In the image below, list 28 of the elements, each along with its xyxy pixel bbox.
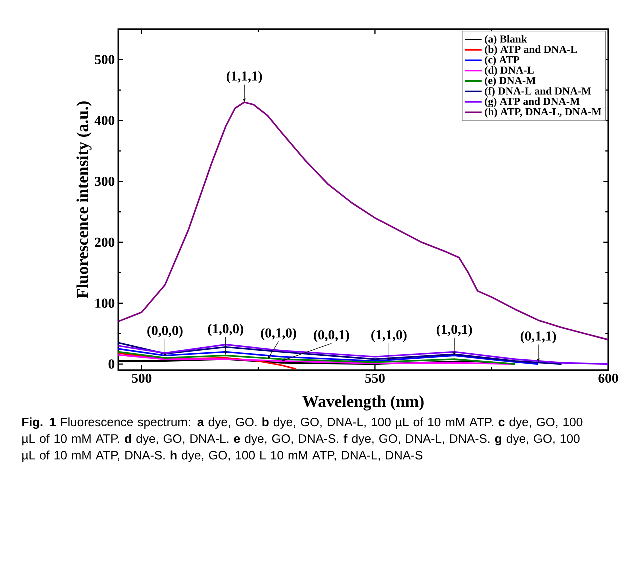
y-axis-title: Fluorescence intensity (a.u.) xyxy=(76,102,92,299)
y-tick-label: 0 xyxy=(108,360,115,369)
legend-label: (d) DNA-L xyxy=(485,66,534,76)
annotation: (1,0,0) xyxy=(208,324,244,336)
x-tick-label: 550 xyxy=(366,374,385,384)
x-tick-label: 600 xyxy=(598,374,618,384)
legend-label: (h) ATP, DNA-L, DNA-M xyxy=(485,108,602,118)
y-tick-label: 100 xyxy=(96,298,115,308)
x-tick-label: 500 xyxy=(132,374,152,384)
annotation: (0,1,1) xyxy=(520,331,556,344)
x-axis-title: Wavelength (nm) xyxy=(302,396,424,411)
text: Fig. 1 Fluorescence spectrum: a dye, GO. b dye, GO, DNA-L, 100 µL of 10 mM ATP. c dye, GO, 100 µL of 10 mM ATP. d dye, GO, DNA-L. e dye, GO, DNA-S. f dye, GO, DNA-L, DNA-S. g dye, GO, 100 µL of 10 mM ATP, DNA-S. h dye, GO, 100 L 10 mM ATP, DNA-L, DNA-S xyxy=(22,418,583,462)
annotation: (1,0,1) xyxy=(436,324,472,337)
annotation: (0,0,0) xyxy=(148,326,183,338)
annotation: (0,0,1) xyxy=(314,330,350,342)
legend-label: (f) DNA-L and DNA-M xyxy=(485,87,592,98)
legend-label: (c) ATP xyxy=(485,56,520,66)
legend-label: (e) DNA-M xyxy=(485,76,536,87)
annotation: (1,1,0) xyxy=(372,330,407,342)
y-tick-label: 300 xyxy=(95,176,115,186)
y-tick-label: 400 xyxy=(94,116,115,126)
legend-label: (b) ATP and DNA-L xyxy=(485,46,578,56)
annotation: (0,1,0) xyxy=(261,328,296,341)
legend-label: (a) Blank xyxy=(485,35,528,46)
y-tick-label: 500 xyxy=(95,55,115,64)
y-tick-label: 200 xyxy=(95,238,115,248)
annotation: (1,1,1) xyxy=(226,71,262,84)
legend-label: (g) ATP and DNA-M xyxy=(485,98,580,108)
